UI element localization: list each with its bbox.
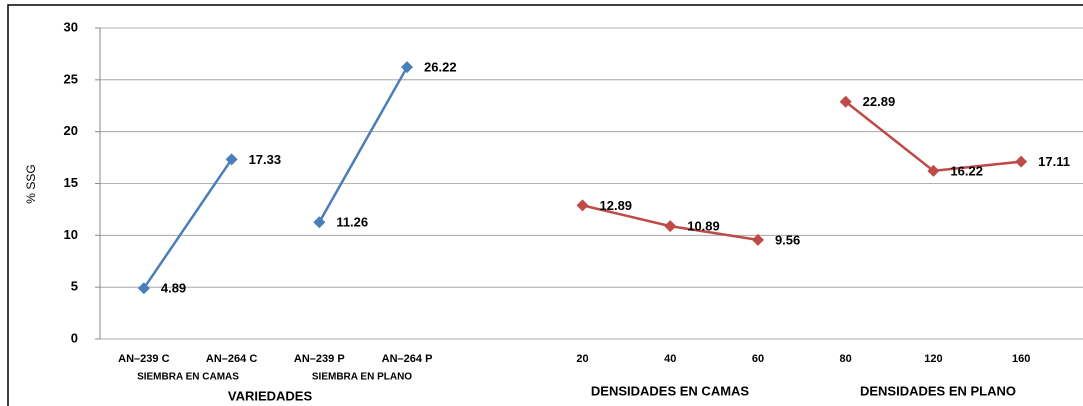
x-tick-label: AN–239 C xyxy=(118,353,169,365)
x-tick-label: AN–239 P xyxy=(294,353,345,365)
data-label: 12.89 xyxy=(600,198,633,213)
data-point xyxy=(751,233,764,246)
chart-frame xyxy=(7,4,1083,406)
x-tick-label: 160 xyxy=(1012,353,1030,365)
data-point xyxy=(927,164,940,177)
y-tick-label: 25 xyxy=(64,71,78,86)
data-label: 16.22 xyxy=(950,163,983,178)
x-tick-label: 60 xyxy=(752,353,764,365)
group-label: DENSIDADES EN CAMAS xyxy=(591,383,750,398)
data-point xyxy=(313,216,326,229)
data-label: 4.89 xyxy=(161,281,186,296)
x-tick-label: AN–264 P xyxy=(382,353,433,365)
y-tick-label: 15 xyxy=(64,175,78,190)
group-label: SIEMBRA EN CAMAS xyxy=(137,372,239,383)
data-point xyxy=(839,95,852,108)
data-point xyxy=(401,61,414,74)
series-line xyxy=(318,66,409,223)
x-tick-label: 20 xyxy=(576,353,588,365)
x-tick-label: 120 xyxy=(924,353,942,365)
y-tick-label: 30 xyxy=(64,19,78,34)
data-point xyxy=(576,199,589,212)
data-point xyxy=(664,220,677,233)
data-point xyxy=(1015,155,1028,168)
y-axis-label: % SSG xyxy=(24,164,38,203)
data-point xyxy=(137,282,150,295)
data-label: 22.89 xyxy=(863,94,896,109)
group-label: VARIEDADES xyxy=(228,388,313,403)
series-line xyxy=(142,158,233,290)
data-label: 26.22 xyxy=(424,60,457,75)
y-tick-label: 10 xyxy=(64,227,78,242)
series-line xyxy=(844,100,1022,173)
data-label: 9.56 xyxy=(775,232,800,247)
data-point xyxy=(225,153,238,166)
x-tick-label: AN–264 C xyxy=(206,353,257,365)
data-label: 10.89 xyxy=(687,219,720,234)
data-label: 17.33 xyxy=(249,152,282,167)
x-tick-label: 40 xyxy=(664,353,676,365)
y-tick-label: 5 xyxy=(71,279,78,294)
x-tick-label: 80 xyxy=(840,353,852,365)
data-label: 17.11 xyxy=(1038,154,1070,169)
y-tick-label: 0 xyxy=(71,330,78,345)
data-label: 11.26 xyxy=(336,215,368,230)
group-label: DENSIDADES EN PLANO xyxy=(860,383,1016,398)
y-tick-label: 20 xyxy=(64,123,78,138)
group-label: SIEMBRA EN PLANO xyxy=(312,372,412,383)
